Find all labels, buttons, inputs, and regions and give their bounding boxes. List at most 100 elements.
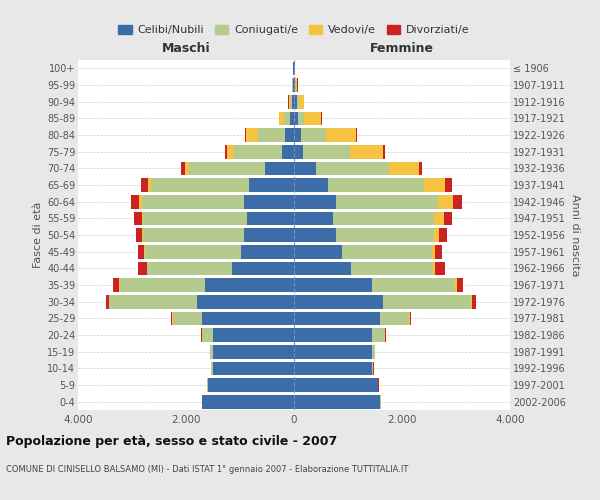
Bar	[148, 178, 151, 192]
Bar	[294, 95, 297, 108]
Bar	[247, 212, 294, 225]
Bar	[289, 95, 290, 108]
Bar	[294, 395, 380, 408]
Bar	[173, 312, 202, 325]
Bar	[285, 128, 294, 142]
Bar	[143, 212, 247, 225]
Bar	[439, 228, 446, 242]
Bar	[333, 212, 434, 225]
Bar	[205, 278, 294, 292]
Bar	[144, 245, 145, 258]
Bar	[241, 245, 294, 258]
Bar	[438, 195, 454, 208]
Bar	[301, 128, 326, 142]
Bar	[389, 162, 419, 175]
Legend: Celibi/Nubili, Coniugati/e, Vedovi/e, Divorziati/e: Celibi/Nubili, Coniugati/e, Vedovi/e, Di…	[114, 20, 474, 40]
Bar	[434, 228, 439, 242]
Bar	[170, 312, 172, 325]
Bar	[383, 295, 470, 308]
Bar	[208, 378, 294, 392]
Bar	[293, 78, 294, 92]
Bar	[434, 212, 443, 225]
Bar	[202, 312, 294, 325]
Bar	[326, 128, 356, 142]
Bar	[445, 178, 452, 192]
Bar	[244, 228, 294, 242]
Bar	[290, 95, 292, 108]
Bar	[232, 262, 294, 275]
Bar	[227, 145, 233, 158]
Bar	[350, 262, 433, 275]
Text: Popolazione per età, sesso e stato civile - 2007: Popolazione per età, sesso e stato civil…	[6, 435, 337, 448]
Bar	[294, 295, 383, 308]
Bar	[134, 212, 142, 225]
Bar	[181, 162, 185, 175]
Bar	[372, 345, 375, 358]
Bar	[245, 128, 246, 142]
Bar	[202, 328, 213, 342]
Bar	[304, 145, 350, 158]
Bar	[424, 178, 445, 192]
Text: COMUNE DI CINISELLO BALSAMO (MI) - Dati ISTAT 1° gennaio 2007 - Elaborazione TUT: COMUNE DI CINISELLO BALSAMO (MI) - Dati …	[6, 465, 409, 474]
Bar	[297, 95, 299, 108]
Bar	[436, 262, 445, 275]
Bar	[143, 228, 244, 242]
Bar	[350, 145, 383, 158]
Bar	[145, 245, 241, 258]
Bar	[213, 328, 294, 342]
Bar	[294, 245, 341, 258]
Bar	[304, 112, 321, 125]
Bar	[316, 162, 389, 175]
Bar	[294, 78, 295, 92]
Bar	[109, 295, 197, 308]
Bar	[294, 378, 378, 392]
Bar	[472, 295, 476, 308]
Bar	[282, 145, 294, 158]
Bar	[294, 228, 335, 242]
Bar	[249, 178, 294, 192]
Bar	[290, 112, 294, 125]
Bar	[372, 278, 455, 292]
Bar	[294, 195, 335, 208]
Bar	[356, 128, 357, 142]
Bar	[211, 362, 213, 375]
Bar	[455, 278, 457, 292]
Y-axis label: Anni di nascita: Anni di nascita	[569, 194, 580, 276]
Bar	[372, 362, 373, 375]
Bar	[279, 112, 284, 125]
Bar	[233, 145, 282, 158]
Bar	[246, 128, 257, 142]
Bar	[294, 262, 350, 275]
Bar	[197, 295, 294, 308]
Bar	[284, 112, 290, 125]
Bar	[213, 362, 294, 375]
Bar	[436, 245, 442, 258]
Bar	[295, 78, 296, 92]
Bar	[292, 78, 293, 92]
Bar	[372, 328, 385, 342]
Bar	[433, 262, 436, 275]
Text: Maschi: Maschi	[161, 42, 211, 55]
Bar	[257, 128, 285, 142]
Bar	[189, 162, 265, 175]
Bar	[294, 345, 372, 358]
Bar	[443, 212, 452, 225]
Bar	[294, 312, 380, 325]
Bar	[119, 278, 205, 292]
Text: Femmine: Femmine	[370, 42, 434, 55]
Bar	[299, 95, 304, 108]
Bar	[213, 345, 294, 358]
Bar	[131, 195, 139, 208]
Bar	[294, 328, 372, 342]
Bar	[294, 145, 304, 158]
Bar	[294, 112, 298, 125]
Bar	[383, 145, 385, 158]
Bar	[202, 395, 294, 408]
Bar	[142, 228, 143, 242]
Bar	[294, 128, 301, 142]
Bar	[335, 228, 434, 242]
Bar	[432, 245, 436, 258]
Bar	[141, 178, 148, 192]
Bar	[454, 195, 462, 208]
Bar	[142, 212, 143, 225]
